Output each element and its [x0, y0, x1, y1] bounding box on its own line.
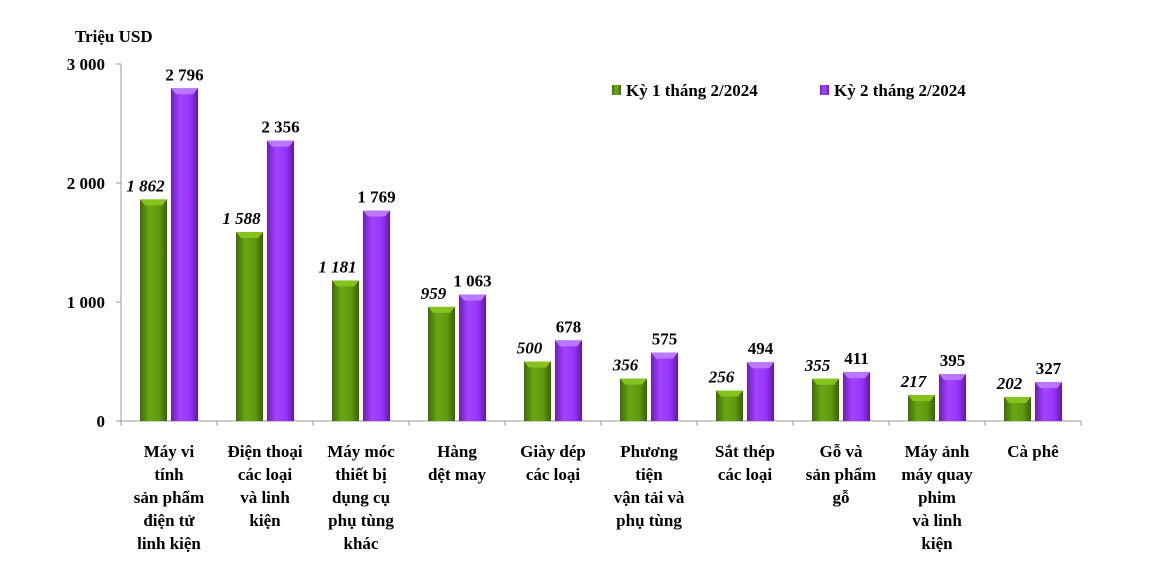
category-label: Cà phê — [1007, 442, 1059, 461]
bar-bevel — [1035, 382, 1062, 389]
data-label: 1 769 — [357, 187, 395, 206]
category-label: Phương tiện vận tải và phụ tùng — [614, 442, 685, 530]
bar-ky2 — [747, 362, 774, 421]
data-label: 327 — [1036, 359, 1062, 378]
bar-bevel — [267, 140, 294, 147]
category-label: Máy vi tính sản phẩm điện tử linh kiện — [134, 442, 204, 553]
data-label: 1 588 — [222, 209, 261, 228]
bar-ky1 — [620, 378, 647, 421]
legend-item: Kỳ 2 tháng 2/2024 — [820, 81, 966, 100]
bar-bevel — [812, 378, 839, 385]
y-axis-title: Triệu USD — [75, 27, 153, 46]
legend-label: Kỳ 2 tháng 2/2024 — [834, 81, 966, 100]
bar-ky2 — [843, 372, 870, 421]
y-tick-label: 0 — [97, 412, 106, 431]
category-label: Máy móc thiết bị dụng cụ phụ tùng khác — [327, 442, 395, 553]
category-label: Máy ảnh máy quay phim và linh kiện — [901, 442, 973, 553]
data-label: 1 063 — [453, 272, 491, 291]
bar-ky1 — [524, 361, 551, 421]
bar-ky2 — [171, 88, 198, 421]
bar-ky2 — [363, 210, 390, 421]
bar-bevel — [171, 88, 198, 95]
category-label: Giày dép các loại — [520, 442, 586, 484]
bar-ky1 — [140, 199, 167, 421]
data-label: 217 — [900, 372, 928, 391]
bar-bevel — [651, 352, 678, 359]
bar-ky2 — [1035, 382, 1062, 421]
data-label: 411 — [844, 349, 869, 368]
data-label: 2 796 — [165, 65, 203, 84]
bar-ky1 — [812, 378, 839, 421]
category-label: Điện thoại các loại và linh kiện — [227, 442, 302, 530]
bar-bevel — [747, 362, 774, 369]
bar-ky1 — [428, 306, 455, 421]
data-label: 500 — [517, 339, 543, 358]
data-label: 1 181 — [318, 257, 356, 276]
data-label: 256 — [708, 368, 735, 387]
bar-bevel — [428, 306, 455, 313]
data-label: 395 — [940, 351, 966, 370]
category-label: Hàng dệt may — [428, 442, 487, 484]
data-label: 494 — [748, 339, 774, 358]
bar-bevel — [140, 199, 167, 206]
bar-ky1 — [236, 232, 263, 421]
legend-item: Kỳ 1 tháng 2/2024 — [612, 81, 758, 100]
bar-ky2 — [267, 140, 294, 422]
data-label: 2 356 — [261, 118, 299, 137]
legend-label: Kỳ 1 tháng 2/2024 — [626, 81, 758, 100]
y-tick-label: 1 000 — [67, 293, 105, 312]
category-label: Gỗ và sản phẩm gỗ — [806, 442, 876, 507]
data-label: 959 — [421, 284, 447, 303]
bar-bevel — [555, 340, 582, 347]
category-label: Sắt thép các loại — [715, 442, 775, 484]
bar-bevel — [332, 280, 359, 287]
bar-bevel — [236, 232, 263, 239]
bar-ky2 — [555, 340, 582, 421]
data-label: 678 — [556, 317, 582, 336]
bar-ky2 — [939, 373, 966, 421]
data-label: 202 — [996, 374, 1023, 393]
data-label: 355 — [804, 356, 831, 375]
data-label: 1 862 — [126, 176, 165, 195]
y-tick-label: 2 000 — [67, 174, 105, 193]
bar-ky2 — [459, 294, 486, 421]
bar-bevel — [939, 373, 966, 380]
bar-bevel — [716, 390, 743, 397]
bar-bevel — [908, 395, 935, 402]
legend-swatch — [820, 85, 829, 95]
legend-swatch — [612, 85, 621, 95]
data-label: 575 — [652, 330, 678, 349]
bar-ky2 — [651, 352, 678, 421]
data-label: 356 — [612, 356, 639, 375]
bar-bevel — [620, 378, 647, 385]
bar-bevel — [524, 361, 551, 368]
bar-bevel — [363, 210, 390, 217]
bar-bevel — [1004, 396, 1031, 403]
bar-ky1 — [332, 280, 359, 421]
bar-bevel — [843, 372, 870, 379]
y-tick-label: 3 000 — [67, 55, 105, 74]
bar-bevel — [459, 294, 486, 301]
